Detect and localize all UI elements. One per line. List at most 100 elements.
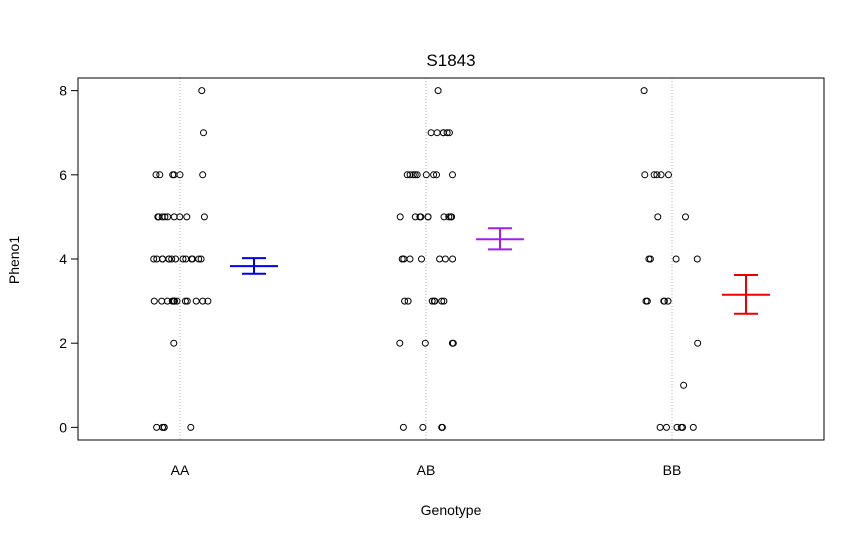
data-point-bb xyxy=(654,213,662,221)
x-tick-label-ab: AB xyxy=(417,462,436,478)
data-point-aa xyxy=(150,255,158,263)
data-point-aa xyxy=(176,213,184,221)
data-point-ab xyxy=(449,255,457,263)
data-point-ab xyxy=(438,423,446,431)
y-tick-label: 6 xyxy=(59,167,67,183)
data-point-aa xyxy=(150,297,158,305)
data-point-aa xyxy=(183,297,191,305)
data-point-bb xyxy=(677,423,685,431)
data-point-bb xyxy=(682,213,689,221)
data-point-aa xyxy=(164,213,172,221)
data-point-ab xyxy=(406,171,414,179)
axis-layer: 0 2 4 6 8 AA AB BB xyxy=(59,83,681,478)
data-point-bb xyxy=(694,339,702,347)
data-point-aa xyxy=(152,171,160,179)
data-point-ab xyxy=(428,297,436,305)
data-point-aa xyxy=(169,171,177,179)
data-point-bb xyxy=(646,255,654,263)
data-point-ab xyxy=(448,339,456,347)
data-point-aa xyxy=(160,423,168,431)
data-point-bb xyxy=(665,171,672,179)
data-point-ab xyxy=(441,255,449,263)
error-bar-layer xyxy=(230,227,770,315)
data-point-ab xyxy=(417,213,425,221)
data-point-ab xyxy=(399,423,407,431)
data-point-ab xyxy=(411,171,419,179)
data-point-bb xyxy=(653,171,661,179)
y-tick-label: 8 xyxy=(59,83,67,99)
data-point-aa xyxy=(173,297,181,305)
data-point-bb xyxy=(640,87,648,95)
data-point-ab xyxy=(400,255,408,263)
data-point-bb xyxy=(693,255,701,263)
data-point-aa xyxy=(200,213,208,221)
y-tick-label: 4 xyxy=(59,251,67,267)
data-point-aa xyxy=(198,87,206,95)
points-layer xyxy=(150,87,702,431)
data-point-aa xyxy=(187,423,195,431)
data-point-ab xyxy=(440,213,448,221)
data-point-aa xyxy=(156,171,164,179)
data-point-bb xyxy=(641,171,649,179)
data-point-bb xyxy=(689,423,697,431)
data-point-ab xyxy=(419,423,427,431)
data-point-ab xyxy=(433,171,440,179)
data-point-ab xyxy=(404,297,412,305)
data-point-aa xyxy=(192,297,200,305)
data-point-ab xyxy=(434,87,442,95)
data-point-ab xyxy=(438,297,446,305)
data-point-aa xyxy=(200,129,207,137)
data-point-ab xyxy=(401,297,409,305)
data-point-bb xyxy=(656,423,664,431)
data-point-ab xyxy=(413,171,421,179)
data-point-bb xyxy=(660,297,668,305)
data-point-ab xyxy=(443,129,451,137)
data-point-ab xyxy=(424,213,432,221)
data-point-bb xyxy=(643,297,651,305)
data-point-ab xyxy=(421,339,429,347)
data-point-aa xyxy=(170,339,178,347)
data-point-aa xyxy=(176,171,184,179)
x-tick-label-aa: AA xyxy=(171,462,190,478)
data-point-ab xyxy=(418,255,425,263)
y-axis-label: Pheno1 xyxy=(6,236,22,284)
data-point-bb xyxy=(672,255,680,263)
data-point-aa xyxy=(168,255,176,263)
data-point-aa xyxy=(179,255,187,263)
data-point-ab xyxy=(430,171,438,179)
data-point-ab xyxy=(427,129,435,137)
y-tick-label: 2 xyxy=(59,335,67,351)
data-point-aa xyxy=(195,255,203,263)
data-point-bb xyxy=(673,423,681,431)
data-point-ab xyxy=(396,213,404,221)
data-point-ab xyxy=(422,171,430,179)
data-point-bb xyxy=(664,297,672,305)
y-tick-label: 0 xyxy=(59,419,67,435)
data-point-bb xyxy=(657,171,665,179)
data-point-aa xyxy=(204,297,212,305)
data-point-aa xyxy=(170,297,178,305)
data-point-aa xyxy=(153,255,161,263)
data-point-ab xyxy=(396,339,404,347)
data-point-bb xyxy=(680,381,688,389)
data-point-aa xyxy=(197,255,205,263)
data-point-bb xyxy=(650,171,658,179)
data-point-aa xyxy=(199,171,207,179)
data-point-ab xyxy=(440,297,448,305)
data-point-ab xyxy=(403,171,411,179)
plot-frame xyxy=(77,77,825,441)
data-point-aa xyxy=(181,297,189,305)
data-point-aa xyxy=(182,255,190,263)
data-point-aa xyxy=(154,213,162,221)
data-point-aa xyxy=(183,213,191,221)
data-point-ab xyxy=(449,171,456,179)
data-point-aa xyxy=(172,255,180,263)
data-point-ab xyxy=(447,213,455,221)
data-point-ab xyxy=(445,213,453,221)
chart-title: S1843 xyxy=(426,51,475,70)
x-tick-label-bb: BB xyxy=(663,462,682,478)
x-axis-label: Genotype xyxy=(421,502,482,518)
data-point-aa xyxy=(153,423,161,431)
